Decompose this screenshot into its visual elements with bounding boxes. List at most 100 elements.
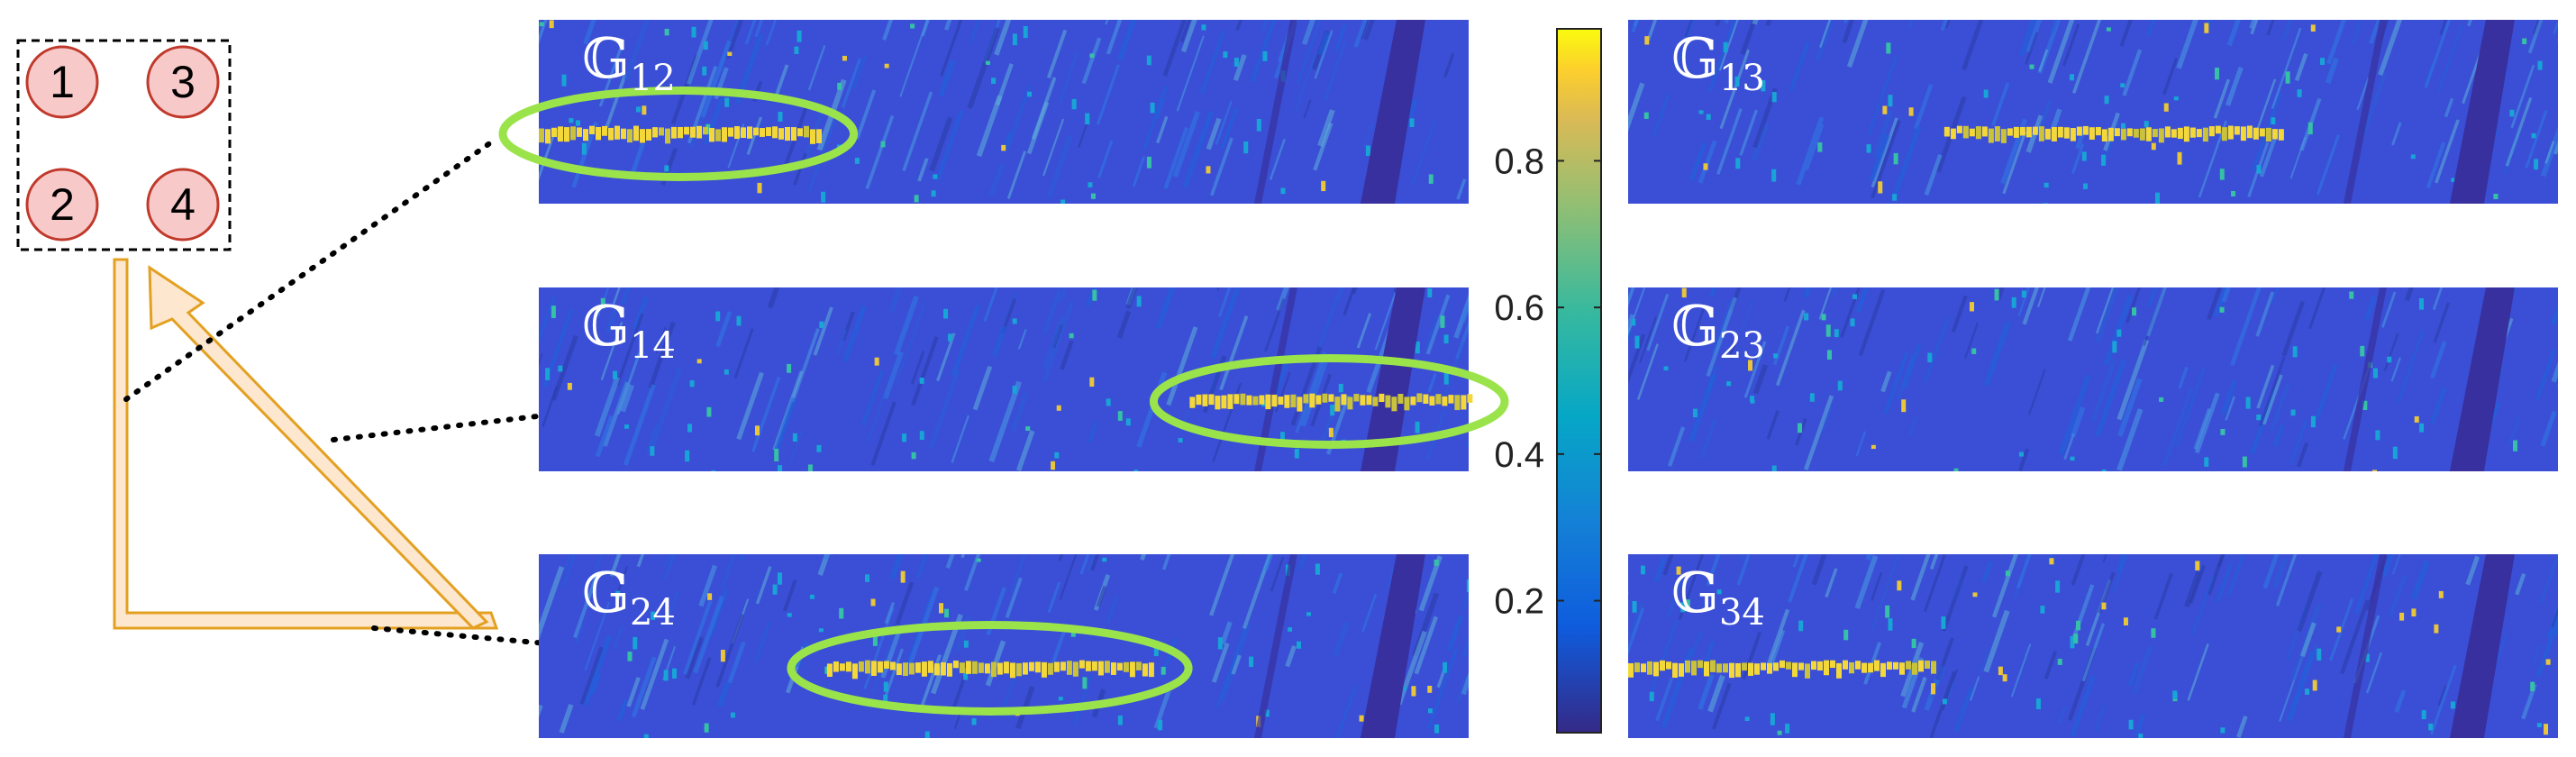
heatmap-texture-streak bbox=[2044, 651, 2058, 679]
heatmap-texture-streak bbox=[2050, 20, 2059, 34]
heatmap-texture-streak bbox=[2230, 287, 2262, 366]
heatmap-texture-streak bbox=[1628, 287, 1635, 307]
heatmap-bright-cell bbox=[1998, 666, 2003, 676]
heatmap-bright-cell bbox=[1644, 36, 1650, 45]
heatmap-bright-cell bbox=[1440, 315, 1445, 328]
segment-cell bbox=[1240, 393, 1246, 406]
heatmap-texture-streak bbox=[2271, 287, 2280, 303]
heatmap-texture-streak bbox=[2022, 287, 2040, 325]
heatmap-texture-streak bbox=[1453, 294, 1469, 339]
heatmap-texture-streak bbox=[636, 554, 645, 568]
heatmap-bright-cell bbox=[2522, 38, 2527, 45]
segment-cell bbox=[1085, 661, 1091, 671]
heatmap-texture-streak bbox=[2057, 705, 2067, 725]
heatmap-texture-streak bbox=[1106, 20, 1123, 55]
heatmap-bright-cell bbox=[787, 613, 792, 617]
heatmap-texture-streak bbox=[1455, 674, 1469, 704]
heatmap-texture-streak bbox=[1871, 554, 1900, 631]
heatmap-texture-streak bbox=[807, 45, 826, 91]
heatmap-bright-cell bbox=[687, 424, 693, 433]
heatmap-texture-streak bbox=[2075, 128, 2087, 150]
heatmap-bright-cell bbox=[2428, 723, 2434, 731]
heatmap-texture-streak bbox=[1636, 343, 1659, 400]
segment-cell bbox=[2057, 126, 2063, 138]
segment-cell bbox=[1233, 394, 1240, 405]
heatmap-texture-streak bbox=[1796, 116, 1825, 186]
heatmap-bright-cell bbox=[1001, 144, 1006, 151]
segment-cell bbox=[1931, 661, 1936, 674]
segment-cell bbox=[545, 129, 551, 144]
heatmap-bright-cell bbox=[2419, 423, 2425, 433]
heatmap-texture-streak bbox=[1628, 607, 1645, 656]
dark-stripe bbox=[2449, 287, 2515, 471]
heatmap-texture-streak bbox=[1628, 287, 1646, 338]
heatmap-bright-cell bbox=[1058, 697, 1063, 701]
heatmap-texture-streak bbox=[841, 58, 861, 109]
heatmap-texture-streak bbox=[1285, 644, 1297, 668]
segment-cell bbox=[602, 125, 607, 136]
heatmap-texture-streak bbox=[1742, 631, 1762, 680]
heatmap-texture-streak bbox=[951, 305, 980, 377]
heatmap-bright-cell bbox=[707, 593, 713, 600]
segment-cell bbox=[2278, 129, 2284, 141]
heatmap-texture-streak bbox=[2388, 575, 2408, 618]
heatmap-texture-streak bbox=[1718, 20, 1739, 71]
heatmap-texture-streak bbox=[1274, 371, 1291, 413]
segment-cell bbox=[715, 129, 721, 141]
heatmap-texture-streak bbox=[824, 554, 830, 561]
heatmap-bright-cell bbox=[2312, 679, 2317, 691]
heatmap-texture-streak bbox=[664, 589, 680, 625]
segment-cell bbox=[1780, 660, 1785, 669]
heatmap-bright-cell bbox=[2317, 648, 2322, 661]
heatmap-texture-streak bbox=[1689, 374, 1717, 442]
heatmap-bright-cell bbox=[1466, 579, 1469, 592]
segment-cell bbox=[2177, 127, 2183, 140]
heatmap-bright-cell bbox=[636, 106, 642, 113]
heatmap-texture-streak bbox=[1981, 561, 1993, 584]
segment-cell bbox=[2234, 126, 2240, 135]
heatmap-texture-streak bbox=[1425, 294, 1451, 355]
heatmap-bright-cell bbox=[1427, 685, 1433, 693]
segment-cell bbox=[1830, 660, 1835, 669]
heatmap-bright-cell bbox=[2104, 96, 2109, 105]
heatmap-texture-streak bbox=[940, 20, 963, 78]
segment-cell bbox=[1041, 661, 1047, 678]
heatmap-bright-cell bbox=[1117, 411, 1123, 421]
heatmap-bright-cell bbox=[696, 359, 702, 364]
heatmap-texture-streak bbox=[2281, 20, 2293, 41]
segment-cell bbox=[870, 661, 877, 676]
heatmap-bright-cell bbox=[615, 590, 621, 599]
heatmap-bright-cell bbox=[1953, 468, 1959, 471]
heatmap-bright-cell bbox=[2151, 628, 2156, 638]
heatmap-texture-streak bbox=[2540, 125, 2558, 178]
segment-cell bbox=[1015, 662, 1022, 677]
heatmap-texture-streak bbox=[1209, 137, 1233, 196]
heatmap-texture-streak bbox=[693, 595, 724, 674]
heatmap-texture-streak bbox=[1142, 85, 1169, 150]
heatmap-bright-cell bbox=[1942, 698, 1947, 705]
heatmap-texture-streak bbox=[1353, 20, 1368, 49]
heatmap-bright-cell bbox=[1744, 716, 1750, 721]
heatmap-bright-cell bbox=[792, 433, 797, 442]
segment-cell bbox=[1742, 662, 1747, 671]
heatmap-texture-streak bbox=[1047, 581, 1061, 614]
heatmap-texture-streak bbox=[2535, 349, 2557, 400]
heatmap-bright-cell bbox=[2076, 620, 2081, 631]
heatmap-texture-streak bbox=[1506, 27, 1517, 60]
heatmap-bright-cell bbox=[757, 182, 762, 194]
heatmap-bright-cell bbox=[2035, 698, 2041, 710]
segment-cell bbox=[2196, 129, 2202, 138]
heatmap-texture-streak bbox=[793, 152, 807, 186]
segment-cell bbox=[1072, 661, 1079, 677]
heatmap-texture-streak bbox=[626, 677, 641, 707]
segment-cell bbox=[2101, 129, 2107, 142]
heatmap-bright-cell bbox=[1117, 715, 1123, 725]
heatmap-texture-streak bbox=[2226, 554, 2230, 559]
yellow-segment bbox=[539, 125, 822, 144]
heatmap-texture-streak bbox=[817, 554, 831, 577]
segment-cell bbox=[1754, 663, 1760, 675]
heatmap-texture-streak bbox=[2095, 287, 2120, 343]
colorbar-tick-label: 0.8 bbox=[1494, 141, 1544, 181]
heatmap-texture-streak bbox=[1628, 82, 1645, 132]
heatmap-texture-streak bbox=[1360, 20, 1370, 40]
